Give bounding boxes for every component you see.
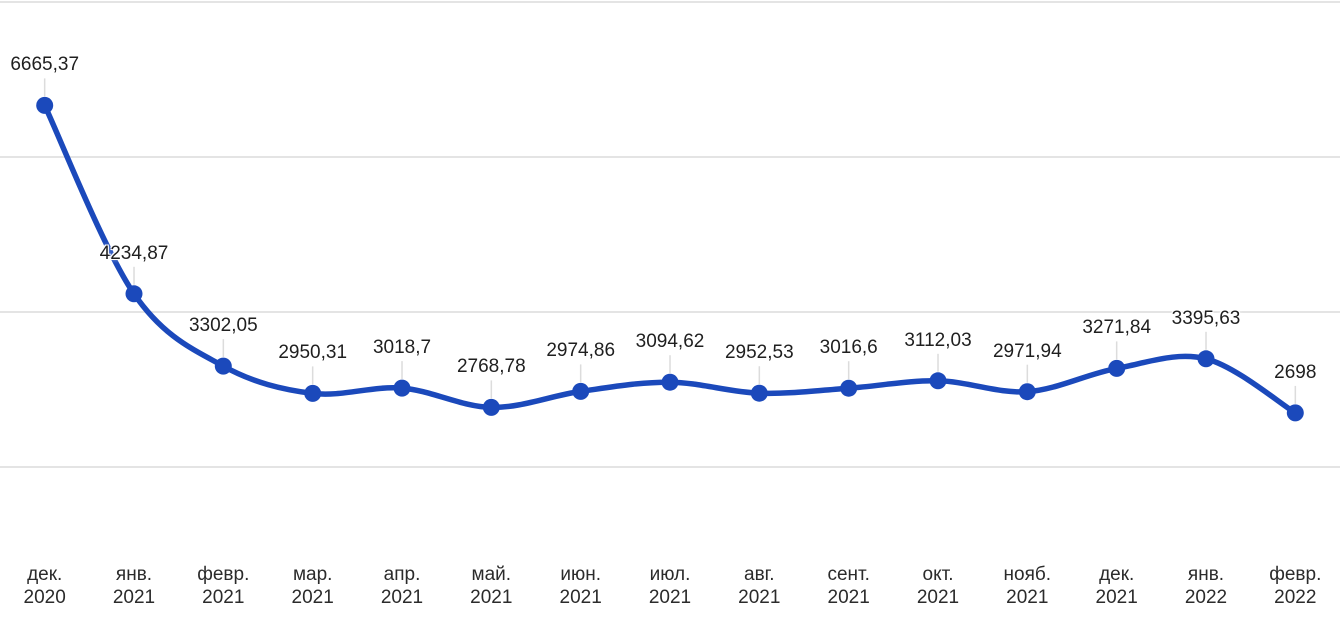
x-axis-label-month: апр. xyxy=(383,564,421,585)
data-label: 4234,87 xyxy=(99,242,169,264)
x-axis-label-month: февр. xyxy=(197,564,250,585)
x-axis-label-year: 2021 xyxy=(1006,587,1049,608)
x-axis-label-month: мар. xyxy=(292,564,333,585)
x-axis-label-month: июл. xyxy=(649,564,691,585)
data-label: 2698 xyxy=(1274,361,1317,383)
data-point[interactable] xyxy=(840,379,858,397)
x-axis-label-year: 2021 xyxy=(738,587,781,608)
data-label: 2950,31 xyxy=(278,342,348,364)
x-axis-label-month: май. xyxy=(471,564,512,585)
x-axis-label-year: 2021 xyxy=(291,587,334,608)
data-point[interactable] xyxy=(1018,383,1036,401)
x-axis-label-year: 2021 xyxy=(827,587,870,608)
data-label: 2971,94 xyxy=(992,340,1062,362)
data-label: 3016,6 xyxy=(819,337,878,359)
x-axis-label: июл. 2021 xyxy=(649,563,691,609)
data-point[interactable] xyxy=(482,398,500,416)
data-label: 3112,03 xyxy=(904,329,972,351)
data-point[interactable] xyxy=(572,382,590,400)
x-axis-label: окт. 2021 xyxy=(917,563,959,609)
data-point[interactable] xyxy=(661,373,679,391)
data-point[interactable] xyxy=(36,96,54,114)
x-axis-label: дек. 2020 xyxy=(24,563,66,609)
data-point[interactable] xyxy=(1286,404,1304,422)
x-axis-label-month: янв. xyxy=(1187,564,1225,585)
x-axis-label-year: 2021 xyxy=(112,587,156,608)
data-point[interactable] xyxy=(214,357,232,375)
x-axis-label-month: нояб. xyxy=(1003,564,1052,585)
x-axis-label: апр. 2021 xyxy=(381,563,423,609)
x-axis-label: февр. 2021 xyxy=(197,563,249,609)
data-label: 6665,37 xyxy=(10,54,80,76)
x-axis-label-year: 2022 xyxy=(1274,587,1317,608)
x-axis-label-year: 2021 xyxy=(380,587,424,608)
x-axis-label: нояб. 2021 xyxy=(1004,563,1052,609)
x-axis-label-year: 2020 xyxy=(23,587,66,608)
data-point[interactable] xyxy=(125,285,143,303)
data-point[interactable] xyxy=(929,372,947,390)
x-axis-label-year: 2021 xyxy=(916,587,960,608)
data-label: 3302,05 xyxy=(188,315,258,337)
x-axis-label-year: 2021 xyxy=(559,587,602,608)
x-axis-label: дек. 2021 xyxy=(1096,563,1138,609)
data-point[interactable] xyxy=(393,379,411,397)
x-axis-label-month: авг. xyxy=(744,564,775,585)
x-axis-label: авг. 2021 xyxy=(738,563,780,609)
x-axis-label-year: 2021 xyxy=(1095,587,1138,608)
x-axis-label-year: 2021 xyxy=(202,587,245,608)
x-axis-label: февр. 2022 xyxy=(1269,563,1321,609)
data-label: 3094,62 xyxy=(635,331,705,353)
x-axis-label: мар. 2021 xyxy=(292,563,334,609)
x-axis-label-month: янв. xyxy=(115,564,153,585)
x-axis-label: май. 2021 xyxy=(470,563,512,609)
data-point[interactable] xyxy=(750,384,768,402)
x-axis-label-month: окт. xyxy=(922,564,954,585)
data-label: 3271,84 xyxy=(1082,317,1152,339)
data-point[interactable] xyxy=(1197,350,1215,368)
data-label: 2974,86 xyxy=(546,340,616,362)
x-axis-label-month: июн. xyxy=(560,564,601,585)
data-label: 2768,78 xyxy=(456,356,526,378)
x-axis-label-month: дек. xyxy=(27,564,63,585)
data-label: 3018,7 xyxy=(372,337,432,359)
x-axis-label-year: 2021 xyxy=(470,587,513,608)
x-axis-label: янв. 2022 xyxy=(1185,563,1227,609)
x-axis-label: янв. 2021 xyxy=(113,563,155,609)
data-point[interactable] xyxy=(1108,359,1126,377)
x-axis-label-month: февр. xyxy=(1269,564,1322,585)
x-axis-label-year: 2021 xyxy=(648,587,692,608)
x-axis-label-year: 2022 xyxy=(1184,587,1228,608)
x-axis-label: сент. 2021 xyxy=(827,563,869,609)
data-point[interactable] xyxy=(304,384,322,402)
x-axis-label-month: сент. xyxy=(827,564,870,585)
x-axis-label-month: дек. xyxy=(1099,564,1135,585)
data-label: 2952,53 xyxy=(724,342,794,364)
data-label: 3395,63 xyxy=(1171,307,1241,329)
x-axis-label: июн. 2021 xyxy=(560,563,602,609)
